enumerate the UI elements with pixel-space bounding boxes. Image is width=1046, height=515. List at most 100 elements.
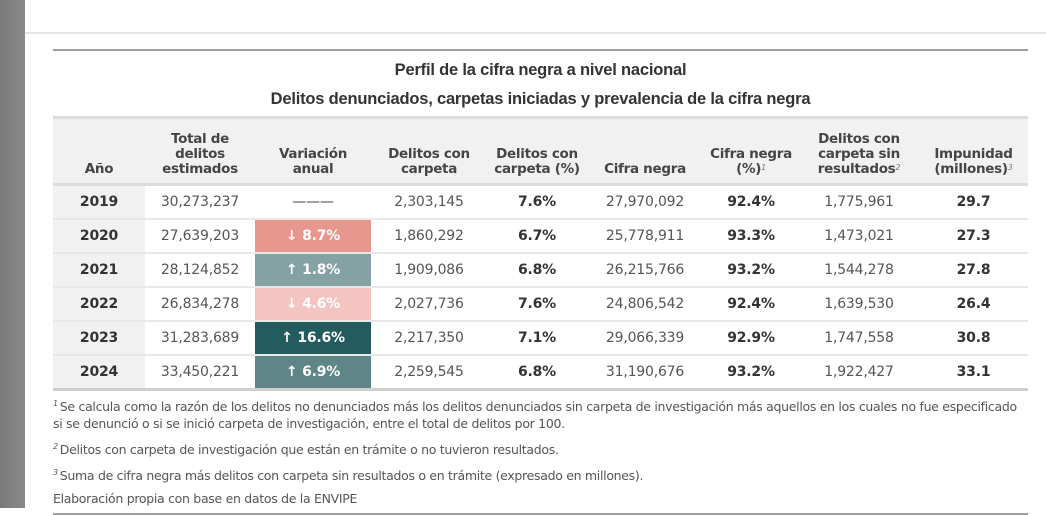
variacion-anual-cell: ↑ 6.9% (255, 355, 371, 390)
year-cell: 2023 (53, 321, 145, 355)
table-row: 2022 26,834,278 ↓ 4.6% 2,027,736 7.6% 24,806,… (53, 287, 1028, 321)
table-card: Perfil de la cifra negra a nivel naciona… (53, 49, 1028, 515)
year-cell: 2019 (53, 184, 145, 219)
cifra-negra-cell: 26,215,766 (605, 262, 685, 278)
delitos-con-carpeta-pct-cell: 6.7% (517, 228, 557, 244)
footnote-text: Se calcula como la razón de los delitos … (53, 399, 1017, 432)
impunidad-cell: 30.8 (956, 330, 991, 346)
title-top-rule (53, 49, 1028, 51)
column-header-label: Cifra negra (%) (710, 146, 792, 177)
delitos-con-carpeta-pct-cell: 7.6% (517, 296, 557, 312)
sin-resultados-cell: 1,922,427 (824, 364, 894, 380)
footnote: 3 Suma de cifra negra más delitos con car… (53, 464, 1028, 484)
delitos-con-carpeta-cell: 2,303,145 (394, 194, 464, 210)
variacion-anual-cell: ↓ 4.6% (255, 287, 371, 321)
footnote: 1 Se calcula como la razón de los delitos… (53, 395, 1028, 432)
footnote-text: Delitos con carpeta de investigación que… (59, 442, 559, 458)
delitos-con-carpeta-cell: 1,860,292 (394, 228, 464, 244)
table-body: 2019 30,273,237 ——— 2,303,145 7.6% 27,970,092… (53, 184, 1028, 390)
column-header-label: Año (84, 161, 114, 177)
cifra-negra-pct-cell: 93.2% (727, 262, 775, 278)
column-header-label: Total de delitos estimados (162, 131, 238, 177)
cifra-negra-pct-cell: 93.3% (727, 228, 775, 244)
cifra-negra-table: Año Total de delitos estimados Variación a… (53, 116, 1028, 391)
year-cell: 2024 (53, 355, 145, 390)
column-header-label: Delitos con carpeta (%) (494, 146, 580, 177)
footnote-marker: 2 (53, 442, 58, 452)
column-header: Total de delitos estimados (145, 118, 255, 185)
variacion-anual-cell: ↓ 8.7% (255, 219, 371, 253)
footnote-marker: 1 (53, 399, 58, 408)
impunidad-cell: 27.8 (956, 262, 991, 278)
footnote: 2 Delitos con carpeta de investigación qu… (53, 438, 1028, 458)
variacion-anual-cell: ——— (292, 194, 334, 210)
sin-resultados-cell: 1,747,558 (824, 330, 894, 346)
page-divider (25, 32, 1046, 34)
delitos-con-carpeta-cell: 2,027,736 (394, 296, 464, 312)
table-row: 2021 28,124,852 ↑ 1.8% 1,909,086 6.8% 26,215,… (53, 253, 1028, 287)
delitos-con-carpeta-cell: 1,909,086 (394, 262, 464, 278)
footnote-marker: 2 (895, 163, 901, 172)
column-header-label: Impunidad (millones) (934, 146, 1013, 177)
table-row: 2023 31,283,689 ↑ 16.6% 2,217,350 7.1% 29,066… (53, 321, 1028, 355)
cifra-negra-cell: 27,970,092 (605, 194, 685, 210)
column-header-label: Delitos con carpeta sin resultados (817, 131, 900, 177)
total-delitos-cell: 33,450,221 (160, 364, 240, 380)
column-header: Año (53, 118, 145, 185)
sin-resultados-cell: 1,544,278 (824, 262, 894, 278)
left-window-edge (0, 0, 25, 508)
total-delitos-cell: 31,283,689 (160, 330, 240, 346)
column-header: Cifra negra (%)1 (703, 118, 799, 185)
year-cell: 2022 (53, 287, 145, 321)
cifra-negra-cell: 29,066,339 (605, 330, 685, 346)
source-note: Elaboración propia con base en datos de … (53, 491, 358, 507)
total-delitos-cell: 27,639,203 (160, 228, 240, 244)
column-header: Impunidad (millones)3 (919, 118, 1028, 185)
cifra-negra-cell: 24,806,542 (605, 296, 685, 312)
delitos-con-carpeta-pct-cell: 6.8% (517, 262, 557, 278)
variacion-anual-cell: ↑ 16.6% (255, 321, 371, 355)
impunidad-cell: 29.7 (956, 194, 991, 210)
sin-resultados-cell: 1,639,530 (824, 296, 894, 312)
total-delitos-cell: 28,124,852 (160, 262, 240, 278)
year-cell: 2021 (53, 253, 145, 287)
footnotes: 1 Se calcula como la razón de los delitos… (53, 391, 1028, 507)
cifra-negra-pct-cell: 92.4% (727, 194, 775, 210)
column-header: Delitos con carpeta (371, 118, 487, 185)
column-header: Variación anual (255, 118, 371, 185)
impunidad-cell: 27.3 (956, 228, 991, 244)
delitos-con-carpeta-cell: 2,217,350 (394, 330, 464, 346)
table-row: 2020 27,639,203 ↓ 8.7% 1,860,292 6.7% 25,778,… (53, 219, 1028, 253)
total-delitos-cell: 30,273,237 (160, 194, 240, 210)
column-header: Delitos con carpeta (%) (487, 118, 587, 185)
column-header-label: Cifra negra (604, 161, 686, 177)
title-block: Perfil de la cifra negra a nivel naciona… (53, 51, 1028, 109)
cifra-negra-pct-cell: 92.9% (727, 330, 775, 346)
delitos-con-carpeta-pct-cell: 7.6% (517, 194, 557, 210)
sin-resultados-cell: 1,473,021 (824, 228, 894, 244)
cifra-negra-pct-cell: 93.2% (727, 364, 775, 380)
header-row: Año Total de delitos estimados Variación a… (53, 117, 1028, 185)
cifra-negra-pct-cell: 92.4% (727, 296, 775, 312)
table-row: 2024 33,450,221 ↑ 6.9% 2,259,545 6.8% 31,190,… (53, 355, 1028, 390)
column-header: Cifra negra (587, 118, 703, 185)
impunidad-cell: 26.4 (956, 296, 991, 312)
column-header: Delitos con carpeta sin resultados2 (799, 118, 919, 185)
total-delitos-cell: 26,834,278 (160, 296, 240, 312)
impunidad-cell: 33.1 (956, 364, 991, 380)
footnote-marker: 3 (53, 468, 58, 478)
cifra-negra-cell: 31,190,676 (605, 364, 685, 380)
column-header-label: Variación anual (278, 146, 348, 177)
delitos-con-carpeta-cell: 2,259,545 (394, 364, 464, 380)
year-cell: 2020 (53, 219, 145, 253)
footnote-text: Suma de cifra negra más delitos con carp… (59, 468, 644, 484)
table-title: Perfil de la cifra negra a nivel naciona… (394, 61, 687, 79)
footnote-marker: 3 (1007, 163, 1013, 172)
footnote-marker: 1 (761, 163, 766, 172)
variacion-anual-cell: ↑ 1.8% (255, 253, 371, 287)
delitos-con-carpeta-pct-cell: 7.1% (517, 330, 557, 346)
delitos-con-carpeta-pct-cell: 6.8% (517, 364, 557, 380)
sin-resultados-cell: 1,775,961 (824, 194, 894, 210)
cifra-negra-cell: 25,778,911 (605, 228, 685, 244)
table-subtitle: Delitos denunciados, carpetas iniciadas … (270, 90, 811, 108)
